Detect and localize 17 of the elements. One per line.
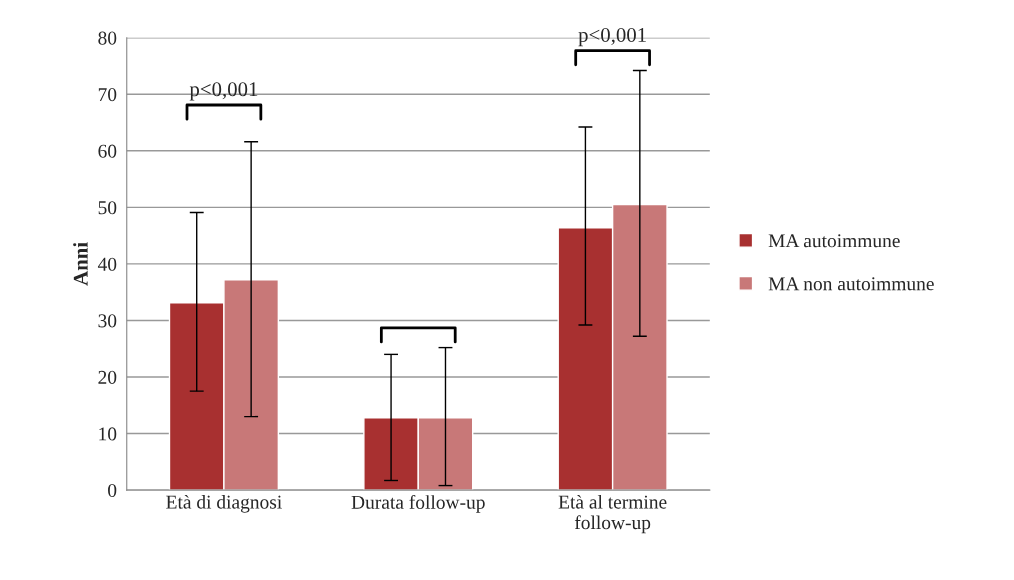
y-tick-label: 80	[98, 31, 117, 45]
y-tick-label: 30	[98, 314, 117, 328]
legend-label: MA autoimmune	[768, 234, 900, 248]
x-tick-label: Età di diagnosi	[166, 494, 282, 513]
y-tick-label: 70	[98, 88, 117, 102]
y-tick-label: 0	[108, 483, 117, 498]
y-tick-label: 40	[97, 257, 117, 271]
annotation: p<0,001	[578, 27, 646, 47]
legend-label: MA non autoimmune	[768, 277, 934, 291]
y-tick-label: 60	[98, 144, 117, 158]
y-tick-label: 20	[98, 370, 117, 384]
x-tick-label: Durata follow-up	[351, 494, 485, 513]
x-tick-label: Età al termine follow-up	[558, 494, 667, 534]
annotation: p<0,001	[189, 82, 258, 101]
y-tick-label: 10	[99, 427, 117, 441]
y-tick-label: 50	[98, 201, 117, 215]
y-axis-title: Anni	[73, 242, 88, 286]
